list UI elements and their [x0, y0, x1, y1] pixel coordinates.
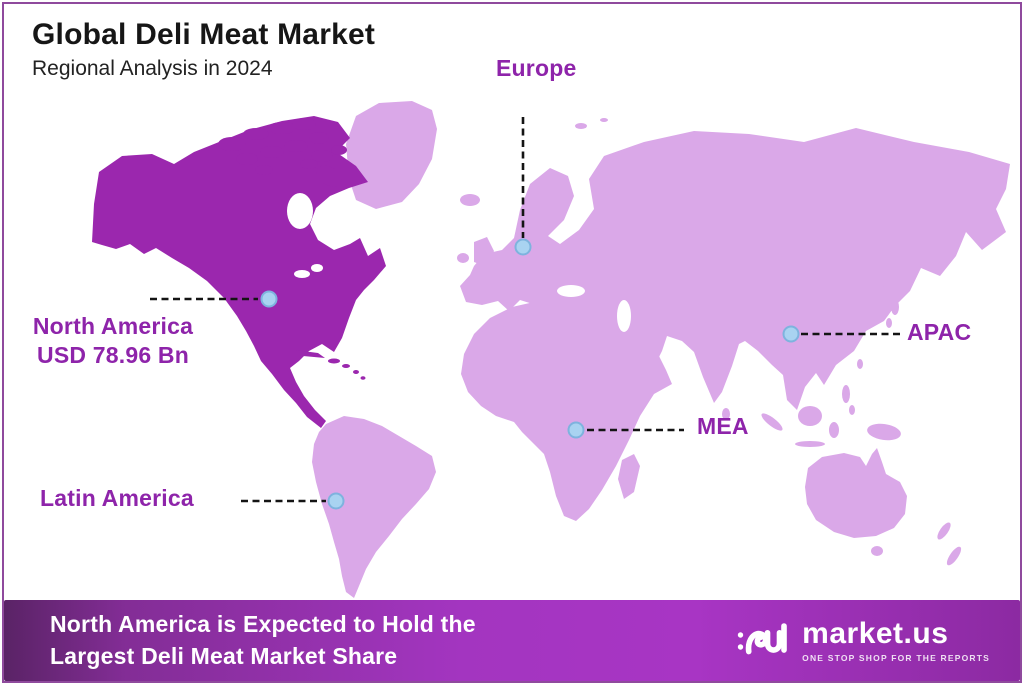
logo-text: market.us ONE STOP SHOP FOR THE REPORTS	[802, 616, 990, 663]
north-america-lakes	[287, 193, 323, 278]
borneo-region	[798, 406, 822, 426]
insight-banner: North America is Expected to Hold the La…	[4, 600, 1020, 681]
marketus-logo-icon	[737, 622, 787, 654]
north-america-label-name: North America	[32, 313, 194, 339]
philippines-region	[849, 405, 855, 415]
new-zealand-region	[946, 546, 962, 566]
insight-line2: Largest Deli Meat Market Share	[50, 642, 398, 669]
world-map	[92, 101, 1010, 598]
logo-brand: market.us	[802, 616, 949, 650]
caribbean-islands	[295, 350, 366, 380]
madagascar-region	[618, 454, 640, 499]
inland-seas	[557, 285, 631, 332]
north-america-value: USD 78.96 Bn	[37, 342, 189, 369]
insight-text: North America is Expected to Hold the La…	[4, 609, 476, 672]
page-title: Global Deli Meat Market	[32, 18, 376, 51]
new-guinea-region	[867, 423, 901, 441]
brand-logo: market.us ONE STOP SHOP FOR THE REPORTS	[736, 616, 1020, 663]
north-america-region	[92, 116, 386, 428]
north-america-marker	[260, 290, 278, 308]
page-subtitle: Regional Analysis in 2024	[32, 56, 273, 80]
africa-region	[461, 300, 672, 521]
iceland-region	[460, 194, 480, 206]
java-region	[795, 441, 825, 447]
tasmania-region	[871, 546, 883, 556]
connector-lines	[150, 117, 902, 503]
north-america-highlight	[92, 116, 386, 428]
new-zealand-region	[937, 522, 951, 540]
north-america-label: North America USD 78.96 Bn	[10, 312, 216, 371]
arctic-islands	[218, 118, 347, 187]
sumatra-region	[761, 413, 783, 431]
apac-marker	[782, 325, 800, 343]
location-markers	[260, 238, 800, 510]
apac-label: APAC	[907, 319, 972, 345]
sri-lanka-region	[722, 408, 730, 420]
header: Global Deli Meat Market Regional Analysi…	[32, 18, 375, 81]
eurasia-region	[460, 128, 1010, 410]
japan-region	[883, 282, 891, 298]
base-regions	[312, 101, 1010, 598]
japan-region	[891, 299, 899, 315]
greenland-region	[346, 101, 437, 209]
mea-marker	[567, 421, 585, 439]
logo-tagline: ONE STOP SHOP FOR THE REPORTS	[802, 652, 990, 663]
svalbard-islands	[575, 123, 587, 129]
taiwan-region	[857, 359, 863, 369]
europe-marker	[514, 238, 532, 256]
south-america-region	[312, 416, 436, 598]
latin-america-marker	[327, 492, 345, 510]
japan-region	[886, 318, 892, 328]
philippines-region	[842, 385, 850, 403]
australia-region	[805, 448, 907, 538]
mea-label: MEA	[697, 413, 749, 439]
insight-line1: North America is Expected to Hold the	[50, 610, 476, 637]
sulawesi-region	[829, 422, 839, 438]
ireland-region	[457, 253, 469, 263]
arctic-isle	[600, 118, 608, 122]
europe-label: Europe	[496, 55, 577, 81]
latin-america-label: Latin America	[40, 485, 194, 511]
